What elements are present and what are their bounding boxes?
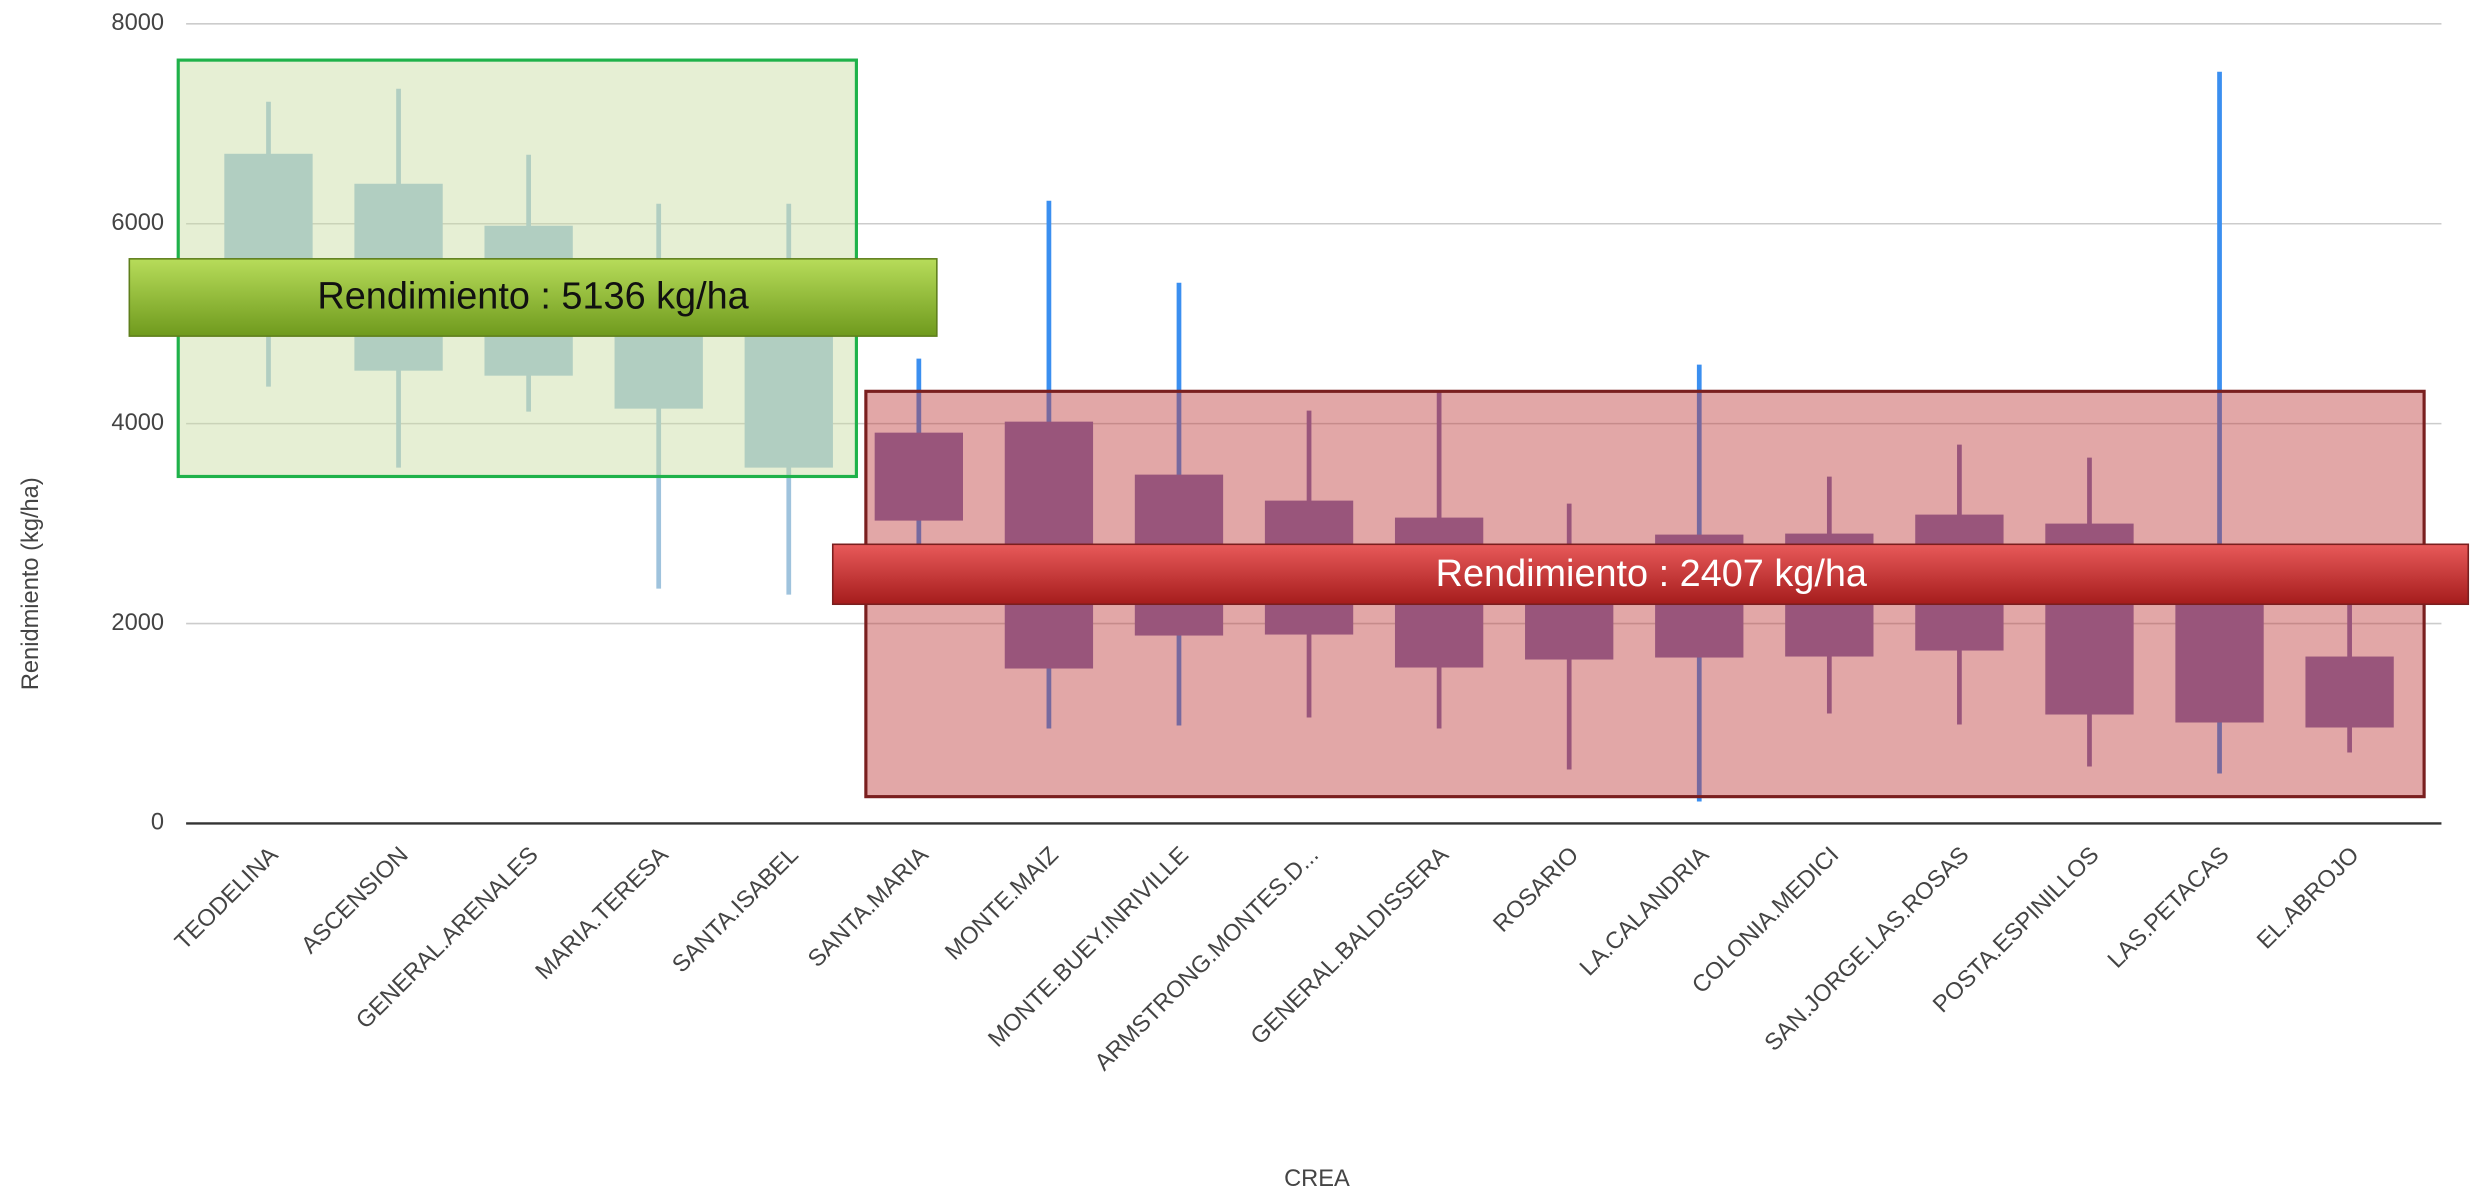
x-tick-label: ASCENSION (297, 842, 414, 959)
y-tick-label: 4000 (111, 410, 164, 436)
y-axis-title: Renidmiento (kg/ha) (18, 477, 44, 690)
annotation: Rendimiento : 2407 kg/ha (1436, 553, 1868, 595)
x-tick-label: LAS.PETACAS (2103, 842, 2234, 973)
x-tick-label: MARIA.TERESA (531, 842, 674, 985)
x-tick-label: ARMSTRONG.MONTES.D... (1090, 842, 1324, 1076)
x-tick-label: MONTE.MAIZ (941, 842, 1064, 965)
annotation-box (831, 543, 2470, 606)
box (2305, 656, 2394, 728)
box (874, 432, 964, 521)
x-tick-label: EL.ABROJO (2252, 842, 2364, 954)
y-tick-label: 6000 (111, 210, 164, 236)
annotation-box (128, 258, 938, 337)
x-tick-label: LA.CALANDRIA (1575, 842, 1714, 981)
annotation: Rendimiento : 5136 kg/ha (317, 275, 749, 317)
x-tick-label: SANTA.MARIA (803, 842, 934, 973)
x-tick-label: ROSARIO (1489, 842, 1584, 937)
y-tick-label: 2000 (111, 610, 164, 636)
x-axis-title: CREA (1284, 1166, 1350, 1192)
y-tick-label: 8000 (111, 10, 164, 36)
x-tick-label: TEODELINA (170, 842, 283, 955)
y-tick-label: 0 (151, 810, 164, 836)
x-tick-label: SANTA.ISABEL (668, 842, 804, 978)
